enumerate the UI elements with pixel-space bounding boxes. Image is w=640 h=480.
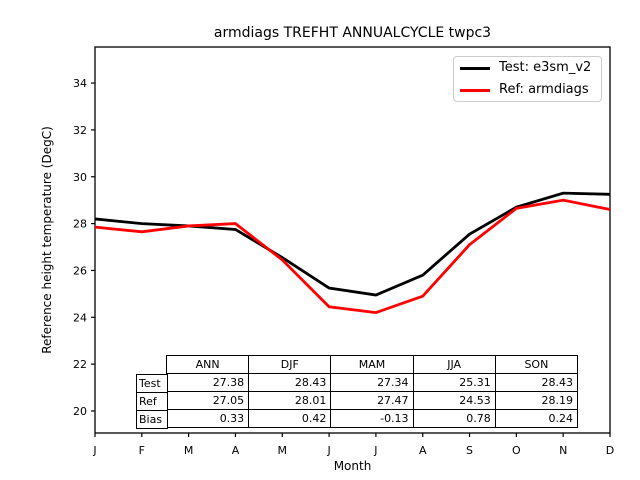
stats-cell: 27.47	[330, 391, 414, 410]
stats-row-label: Bias	[136, 410, 168, 429]
stats-col-header: DJF	[248, 355, 332, 374]
x-tick-label: J	[92, 444, 96, 457]
stats-label-row: Bias	[136, 410, 168, 429]
stats-row-ref: 27.05 28.01 27.47 24.53 28.19	[165, 391, 579, 410]
y-tick-label: 20	[73, 405, 87, 418]
stats-table-header-row: ANN DJF MAM JJA SON	[165, 355, 579, 374]
stats-row-test: 27.38 28.43 27.34 25.31 28.43	[165, 373, 579, 392]
stats-cell: 0.24	[494, 409, 579, 428]
stats-cell: -0.13	[330, 409, 414, 428]
stats-cell: 0.33	[165, 409, 250, 428]
stats-label-row: Ref	[136, 392, 168, 411]
x-tick-label: J	[326, 444, 330, 457]
x-tick-label: F	[139, 444, 145, 457]
stats-cell: 28.43	[248, 373, 332, 392]
stats-col-header: JJA	[412, 355, 496, 374]
stats-row-label: Ref	[136, 392, 168, 411]
stats-col-header: SON	[494, 355, 579, 374]
stats-col-header: ANN	[165, 355, 250, 374]
y-tick-label: 24	[73, 311, 87, 324]
y-tick-label: 28	[73, 218, 87, 231]
x-axis-label: Month	[333, 459, 372, 473]
y-tick-label: 22	[73, 358, 87, 371]
stats-cell: 25.31	[412, 373, 496, 392]
stats-cell: 28.19	[494, 391, 579, 410]
stats-cell: 24.53	[412, 391, 496, 410]
y-tick-label: 34	[73, 77, 87, 90]
stats-row-label: Test	[136, 374, 168, 393]
stats-cell: 27.05	[165, 391, 250, 410]
stats-row-bias: 0.33 0.42 -0.13 0.78 0.24	[165, 409, 579, 428]
x-tick-label: N	[559, 444, 567, 457]
legend-item-ref: Ref: armdiags	[460, 81, 601, 99]
stats-col-header: MAM	[330, 355, 414, 374]
stats-row-labels: Test Ref Bias	[136, 374, 168, 429]
x-tick-label: A	[419, 444, 427, 457]
series-line-ref	[94, 198, 611, 315]
stats-cell: 0.78	[412, 409, 496, 428]
x-tick-label: A	[232, 444, 240, 457]
x-tick-label: M	[278, 444, 288, 457]
y-axis-label: Reference height temperature (DegC)	[40, 126, 54, 354]
test-line-swatch	[460, 66, 490, 70]
x-tick-label: O	[512, 444, 521, 457]
x-tick-label: D	[606, 444, 614, 457]
legend-label-test: Test: e3sm_v2	[499, 60, 592, 75]
x-tick-label: J	[373, 444, 377, 457]
axes-frame	[94, 46, 611, 434]
stats-cell: 28.43	[494, 373, 579, 392]
stats-cell: 28.01	[248, 391, 332, 410]
legend: Test: e3sm_v2 Ref: armdiags	[453, 56, 602, 102]
y-tick-label: 32	[73, 124, 87, 137]
legend-label-ref: Ref: armdiags	[499, 82, 589, 97]
stats-cell: 0.42	[248, 409, 332, 428]
series-line-test	[94, 191, 611, 297]
stats-cell: 27.34	[330, 373, 414, 392]
x-tick-label: S	[466, 444, 473, 457]
stats-label-row: Test	[136, 374, 168, 393]
ref-line-swatch	[460, 88, 490, 92]
legend-item-test: Test: e3sm_v2	[460, 59, 601, 77]
stats-cell: 27.38	[165, 373, 250, 392]
y-tick-label: 30	[73, 171, 87, 184]
y-tick-label: 26	[73, 264, 87, 277]
stats-table: ANN DJF MAM JJA SON 27.38 28.43 27.34 25…	[165, 355, 579, 428]
x-tick-label: M	[184, 444, 194, 457]
chart-title: armdiags TREFHT ANNUALCYCLE twpc3	[213, 25, 492, 41]
